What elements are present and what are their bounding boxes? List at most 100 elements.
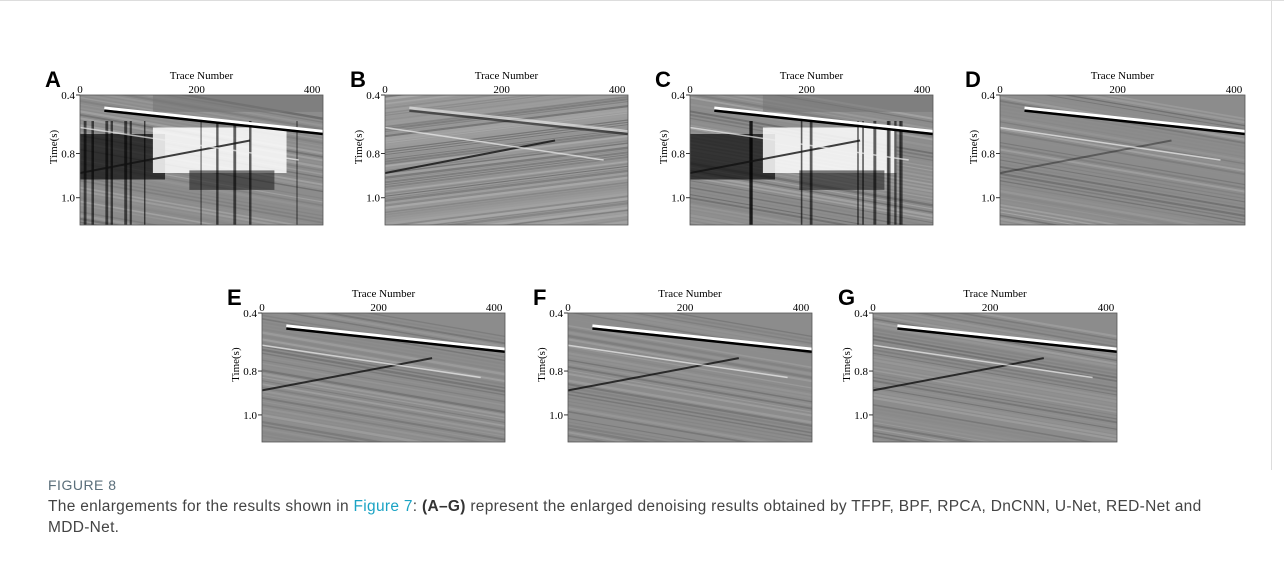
stripe <box>873 348 1117 393</box>
stripe <box>690 214 753 225</box>
stripe <box>385 192 628 225</box>
event <box>568 357 739 392</box>
stripe <box>955 313 1117 341</box>
stripe <box>461 204 628 225</box>
stripe <box>568 362 812 407</box>
stripe <box>648 313 812 341</box>
caption-part: represent the enlarged denoising results… <box>48 498 1202 536</box>
stripe <box>262 403 484 442</box>
blob <box>152 95 323 112</box>
blob <box>690 134 776 180</box>
seismic-image <box>680 95 943 283</box>
stripe <box>555 216 628 225</box>
x-tick-label: 0 <box>997 84 1003 96</box>
stripe <box>262 413 426 442</box>
stripe <box>558 468 822 470</box>
stripe <box>1000 145 1245 190</box>
panel: A Trace Number 0 200 400 0.4 0.8 1.0 Time(s) <box>45 67 333 283</box>
event <box>690 126 909 161</box>
stripe <box>262 331 505 376</box>
stripe <box>873 410 1056 442</box>
y-tick-label: 0.8 <box>243 366 257 378</box>
y-axis-title: Time(s) <box>48 129 60 164</box>
y-axis-title: Time(s) <box>536 347 548 382</box>
image-frame <box>261 312 506 443</box>
stripe <box>536 213 628 225</box>
x-tick-label: 400 <box>1098 302 1115 314</box>
stripe <box>873 431 934 442</box>
blob <box>152 127 287 173</box>
stripe <box>873 379 1117 424</box>
stripe <box>428 200 628 225</box>
stripe <box>1000 141 1245 186</box>
panel-label: B <box>350 67 366 92</box>
stripe <box>385 146 628 179</box>
stripe <box>388 195 628 225</box>
stripe <box>375 248 638 281</box>
stripe <box>385 95 628 128</box>
stripe <box>262 359 505 403</box>
stripe <box>364 313 505 338</box>
stripe <box>385 181 628 214</box>
stripe <box>1000 172 1245 217</box>
event <box>714 106 933 133</box>
stripe <box>521 211 628 225</box>
y-tick-label: 0.4 <box>61 90 75 102</box>
image-frame <box>384 94 629 226</box>
stripe <box>568 421 689 442</box>
stripe <box>568 359 812 403</box>
stripe <box>385 95 523 112</box>
stripe <box>558 465 822 470</box>
stripe <box>262 328 505 372</box>
stripe <box>973 313 1117 338</box>
x-tick-label: 0 <box>870 302 876 314</box>
image-frame <box>79 94 324 226</box>
stripe <box>680 238 943 283</box>
caption-link[interactable]: Figure 7 <box>353 498 413 515</box>
stripe <box>385 185 628 219</box>
stripe <box>990 248 1255 294</box>
y-tick-label: 0.8 <box>366 149 380 161</box>
stripe <box>873 389 1117 435</box>
stripe <box>568 397 812 441</box>
x-axis-title: Trace Number <box>352 288 416 300</box>
stripe <box>1000 165 1245 210</box>
y-tick-label: 0.8 <box>854 366 868 378</box>
panel-label: C <box>655 67 671 92</box>
image-frame <box>999 94 1246 226</box>
stripe <box>385 151 628 184</box>
event <box>714 109 933 136</box>
stripe <box>262 372 505 417</box>
stripe <box>873 331 1117 376</box>
stripe <box>568 400 809 442</box>
stripe <box>990 241 1255 287</box>
image-frame <box>567 312 813 443</box>
stripe <box>990 252 1255 297</box>
stripe <box>70 238 333 283</box>
stripe <box>262 407 465 442</box>
stripe <box>690 207 791 225</box>
stripe <box>480 206 628 225</box>
stripe <box>990 273 1255 319</box>
stripe <box>873 373 1117 417</box>
stripe <box>375 246 638 279</box>
stripe <box>252 448 515 470</box>
stripe <box>375 244 638 277</box>
event <box>873 357 1044 392</box>
stripe <box>80 221 101 225</box>
stripe <box>252 444 515 470</box>
stripe <box>873 414 1036 442</box>
y-tick-label: 1.0 <box>854 410 868 422</box>
y-tick-label: 0.8 <box>671 149 685 161</box>
x-tick-label: 400 <box>1226 84 1243 96</box>
stripe <box>385 167 628 200</box>
stripe <box>1000 183 1242 225</box>
stripe <box>343 313 505 341</box>
stripe <box>568 348 812 393</box>
seismic-image <box>990 95 1255 319</box>
stripe <box>262 428 344 442</box>
stripe <box>568 331 812 376</box>
x-tick-label: 200 <box>677 302 694 314</box>
stripe <box>385 95 613 124</box>
stripe <box>1000 155 1245 200</box>
